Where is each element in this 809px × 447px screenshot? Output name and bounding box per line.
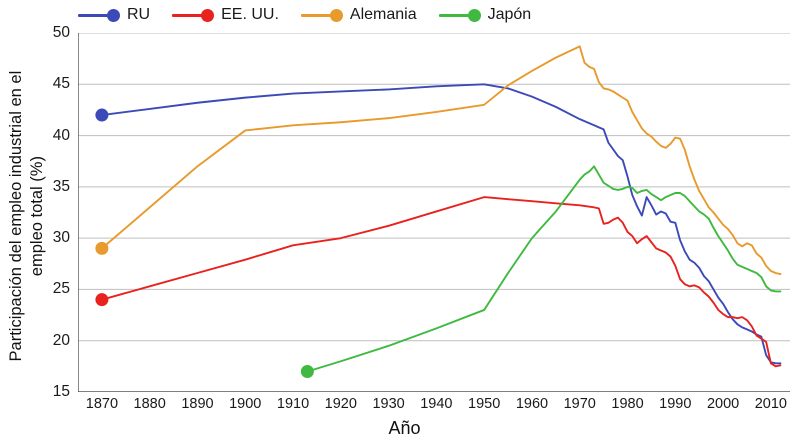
y-tick-label: 40 — [52, 126, 70, 144]
legend-item-jap-n[interactable]: Japón — [438, 6, 532, 24]
plot-area — [78, 33, 790, 392]
x-tick-label: 1900 — [229, 396, 262, 412]
series-start-marker-alemania — [95, 241, 109, 255]
series-line-jap-n — [306, 165, 782, 373]
series-line-ru — [100, 83, 782, 365]
legend-item-ru[interactable]: RU — [78, 6, 150, 24]
y-tick-label: 35 — [52, 177, 70, 195]
legend-line-icon — [300, 13, 337, 17]
legend-marker-icon — [107, 8, 120, 22]
series-start-marker-jap-n — [300, 364, 314, 378]
y-tick-label: 45 — [52, 75, 70, 93]
series-line-ee-uu — [100, 196, 782, 368]
chart-svg — [78, 33, 790, 392]
legend-label: RU — [127, 6, 151, 23]
legend-item-alemania[interactable]: Alemania — [300, 6, 417, 24]
legend-marker-icon — [329, 8, 343, 22]
series-start-marker-ru — [95, 108, 109, 122]
legend-marker-icon — [467, 8, 481, 22]
x-tick-label: 1910 — [276, 396, 310, 412]
series-line-alemania — [100, 45, 782, 275]
legend-marker-icon — [201, 8, 215, 22]
x-tick-label: 1920 — [324, 396, 357, 412]
x-tick-label: 1950 — [468, 396, 501, 412]
y-tick-label: 30 — [52, 229, 70, 247]
series-start-marker-ee-uu — [95, 293, 109, 307]
x-tick-label: 1870 — [85, 396, 119, 412]
legend-label: Japón — [487, 6, 532, 23]
y-tick-label: 50 — [52, 24, 70, 41]
legend-line-icon — [78, 13, 114, 17]
x-tick-label: 1930 — [372, 396, 405, 412]
x-tick-label: 1970 — [563, 396, 596, 412]
legend-label: Alemania — [349, 6, 417, 23]
x-tick-label: 1880 — [133, 396, 166, 412]
x-tick-label: 2010 — [754, 396, 788, 412]
x-tick-label: 1960 — [515, 396, 549, 412]
x-tick-label: 2000 — [706, 396, 740, 412]
y-tick-label: 25 — [52, 280, 70, 298]
legend-label: EE. UU. — [221, 6, 279, 23]
y-tick-label: 20 — [52, 331, 70, 349]
x-tick-label: 1990 — [659, 396, 692, 412]
x-tick-label: 1980 — [611, 396, 644, 412]
chart-legend: RU EE. UU. Alemania Japón — [78, 0, 553, 30]
legend-item-ee-uu[interactable]: EE. UU. — [172, 6, 279, 24]
x-tick-label: 1940 — [420, 396, 453, 412]
legend-line-icon — [172, 13, 209, 17]
x-tick-label: 1890 — [181, 396, 214, 412]
x-axis-title: Año — [388, 418, 421, 438]
legend-line-icon — [438, 13, 475, 17]
y-tick-label: 15 — [52, 383, 70, 400]
